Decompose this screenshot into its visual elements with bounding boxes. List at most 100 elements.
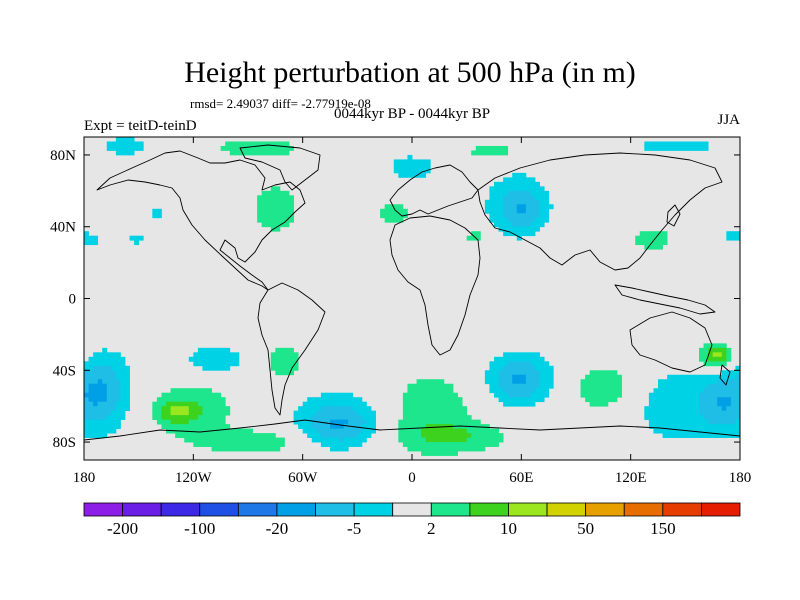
field-cell [361,437,367,443]
field-cell [712,347,718,353]
field-cell [357,419,363,425]
field-cell [97,433,103,438]
field-cell [494,199,499,205]
field-cell [521,374,527,380]
field-cell [252,446,258,452]
field-cell [339,415,345,421]
experiment-label: Expt = teitD-teinD [84,118,197,134]
field-cell [589,374,595,380]
x-tick-label: 120E [615,470,647,486]
field-cell [156,419,162,425]
field-cell [102,397,108,403]
field-cell [612,388,618,394]
field-cell [717,433,723,438]
field-cell [680,397,686,403]
field-cell [544,217,550,223]
field-cell [430,379,436,385]
field-cell [389,208,395,214]
field-cell [115,406,121,412]
field-cell [416,442,422,447]
field-cell [453,428,458,434]
field-cell [275,442,281,447]
field-cell [115,370,121,376]
field-cell [270,361,276,367]
field-cell [703,406,709,412]
field-cell [243,446,249,452]
field-cell [721,379,727,385]
field-cell [316,424,322,429]
field-cell [434,437,440,443]
field-cell [667,419,673,425]
field-cell [507,361,513,367]
field-cell [503,374,509,380]
field-cell [293,415,299,421]
field-cell [544,365,550,371]
field-cell [216,446,222,452]
field-cell [211,361,217,367]
field-cell [689,424,695,429]
field-cell [607,379,613,385]
field-cell [612,370,618,376]
field-cell [512,186,518,192]
field-cell [421,424,427,429]
field-cell [352,419,358,425]
field-cell [93,415,99,421]
field-cell [685,374,691,380]
y-tick-label: 40S [53,363,76,379]
field-cell [211,424,217,429]
field-cell [475,235,481,241]
field-cell [667,141,673,147]
field-cell [653,410,659,416]
field-cell [512,199,518,205]
field-cell [530,186,536,192]
field-cell [703,388,709,394]
field-cell [106,401,112,407]
field-cell [357,397,363,403]
field-cell [270,141,276,147]
field-cell [402,397,408,403]
field-cell [384,204,390,210]
field-cell [248,150,253,156]
field-cell [339,397,345,403]
field-cell [539,392,545,398]
field-cell [489,370,495,376]
field-cell [284,361,290,367]
field-cell [166,406,171,412]
field-cell [216,352,222,358]
field-cell [503,213,509,219]
field-cell [544,374,550,380]
field-cell [548,365,554,371]
field-cell [398,419,404,425]
field-cell [289,217,294,223]
field-cell [311,406,317,412]
field-cell [270,190,276,196]
field-cell [466,415,472,421]
field-cell [603,370,609,376]
field-cell [320,442,326,447]
field-cell [188,406,194,412]
field-cell [361,415,367,421]
field-cell [120,401,126,407]
colorbar-swatch [469,502,509,517]
field-cell [721,343,727,349]
field-cell [275,226,281,232]
field-cell [544,392,550,398]
field-cell [275,446,281,452]
field-cell [243,145,249,151]
field-cell [293,356,299,362]
field-cell [84,415,89,421]
field-cell [270,150,276,156]
field-cell [179,388,185,394]
field-cell [348,397,354,403]
field-cell [494,388,499,394]
field-cell [694,415,700,421]
field-cell [434,428,440,434]
field-cell [111,145,117,151]
field-cell [161,415,167,421]
field-cell [175,424,181,429]
field-cell [289,361,294,367]
field-cell [412,419,417,425]
field-cell [407,397,413,403]
field-cell [585,397,591,403]
field-cell [289,199,294,205]
